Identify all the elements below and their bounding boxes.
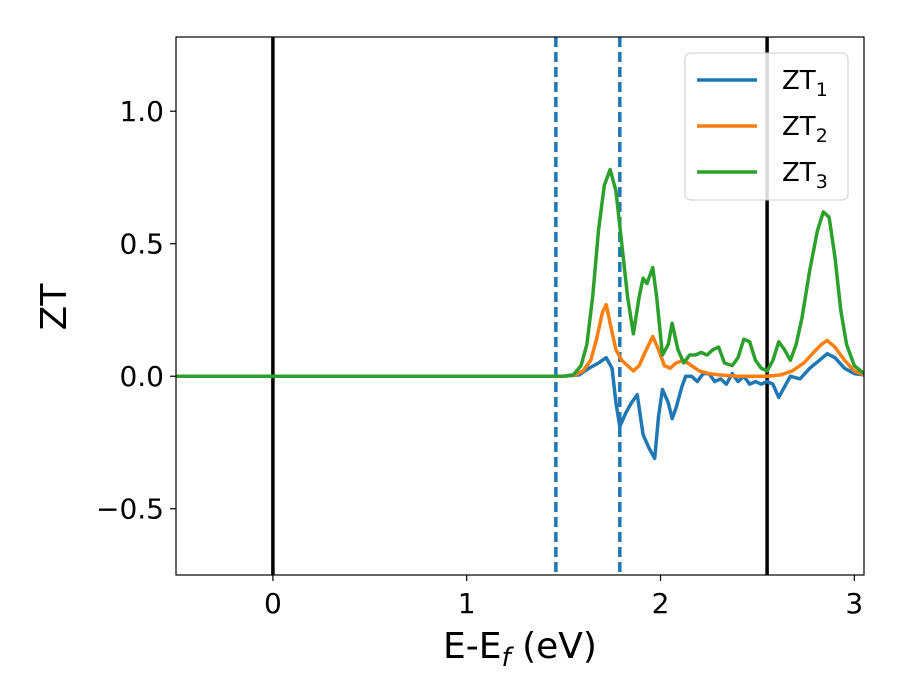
legend-label-zt1: ZT1 [782, 66, 828, 101]
series-line-zt2 [176, 302, 864, 378]
x-axis-label-unit: (eV) [511, 626, 597, 667]
x-tick-label: 3 [845, 587, 863, 620]
series-line-zt3 [176, 167, 864, 378]
y-tick-label: 0.5 [119, 228, 164, 261]
y-axis-label: ZT [34, 283, 75, 331]
series-line-zt1 [176, 351, 864, 461]
legend-label-zt3: ZT3 [782, 158, 828, 193]
y-tick-label: 1.0 [119, 95, 164, 128]
x-axis-ticks: 0 1 2 3 [264, 575, 863, 620]
x-tick-label: 2 [652, 587, 670, 620]
x-axis-label: E-Ef (eV) [443, 626, 597, 673]
x-tick-label: 1 [458, 587, 476, 620]
x-tick-label: 0 [264, 587, 282, 620]
legend-label-zt2: ZT2 [782, 112, 828, 147]
plot-frame [175, 36, 865, 576]
y-tick-label: −0.5 [96, 493, 164, 526]
series-lines [176, 167, 864, 461]
x-axis-label-main: E-E [443, 626, 501, 667]
legend-box [684, 52, 849, 201]
y-tick-label: 0.0 [119, 360, 164, 393]
legend: ZT1 ZT2 ZT3 [684, 52, 849, 201]
y-axis-ticks: −0.5 0.0 0.5 1.0 [96, 95, 176, 526]
